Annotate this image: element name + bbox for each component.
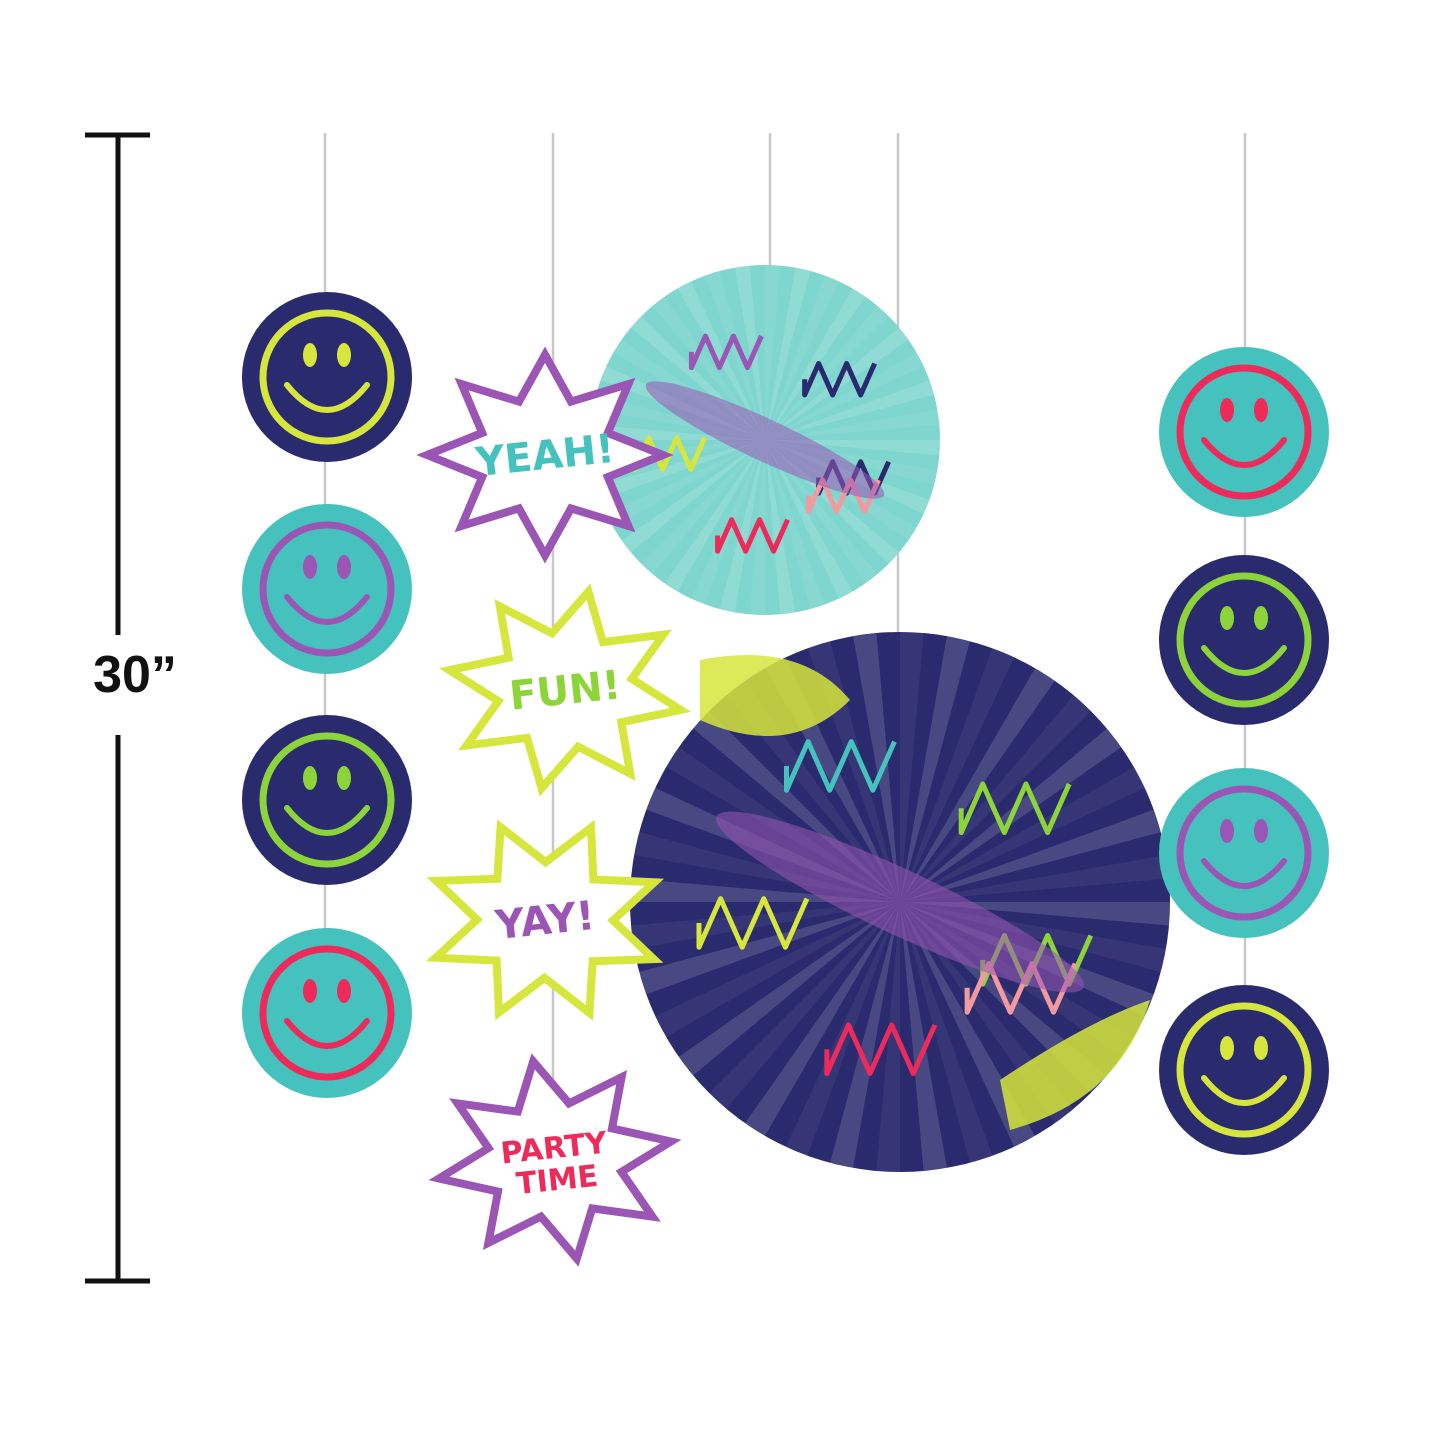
small-paper-fan: [590, 265, 940, 615]
dimension-label: 30”: [93, 646, 177, 704]
smiley-right-2: [1159, 555, 1329, 725]
smiley-left-2: [242, 504, 412, 674]
starburst-2: FUN!: [438, 583, 692, 797]
smiley-left-4: [242, 928, 412, 1098]
smiley-right-3: [1159, 768, 1329, 938]
star-label: TIME: [515, 1159, 600, 1202]
paint-splash: [700, 655, 850, 736]
smiley-left-1: [242, 292, 412, 462]
smiley-right-4: [1159, 985, 1329, 1155]
paint-splash: [1000, 1000, 1150, 1130]
smiley-left-3: [242, 715, 412, 885]
dimension-line: [85, 132, 150, 1284]
starburst-3: YAY!: [425, 819, 665, 1021]
starburst-1: YEAH!: [416, 346, 674, 564]
star-label: YAY!: [492, 893, 597, 949]
smiley-right-1: [1159, 347, 1329, 517]
